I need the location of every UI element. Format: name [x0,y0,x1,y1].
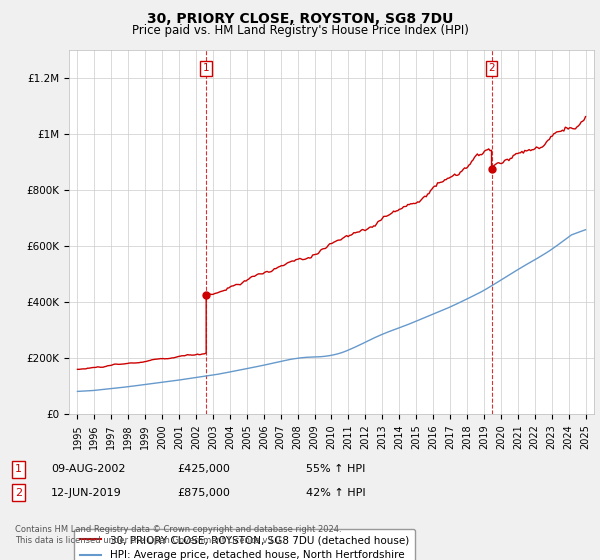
Text: 1: 1 [15,464,22,474]
Text: 2: 2 [488,63,495,73]
Text: 42% ↑ HPI: 42% ↑ HPI [306,488,365,498]
Text: 30, PRIORY CLOSE, ROYSTON, SG8 7DU: 30, PRIORY CLOSE, ROYSTON, SG8 7DU [147,12,453,26]
Text: 55% ↑ HPI: 55% ↑ HPI [306,464,365,474]
Text: 12-JUN-2019: 12-JUN-2019 [51,488,122,498]
Text: This data is licensed under the Open Government Licence v3.0.: This data is licensed under the Open Gov… [15,536,283,545]
Text: 2: 2 [15,488,22,498]
Text: 09-AUG-2002: 09-AUG-2002 [51,464,125,474]
Text: Price paid vs. HM Land Registry's House Price Index (HPI): Price paid vs. HM Land Registry's House … [131,24,469,37]
Text: 1: 1 [203,63,209,73]
Text: £425,000: £425,000 [177,464,230,474]
Text: £875,000: £875,000 [177,488,230,498]
Text: Contains HM Land Registry data © Crown copyright and database right 2024.: Contains HM Land Registry data © Crown c… [15,525,341,534]
Legend: 30, PRIORY CLOSE, ROYSTON, SG8 7DU (detached house), HPI: Average price, detache: 30, PRIORY CLOSE, ROYSTON, SG8 7DU (deta… [74,529,415,560]
